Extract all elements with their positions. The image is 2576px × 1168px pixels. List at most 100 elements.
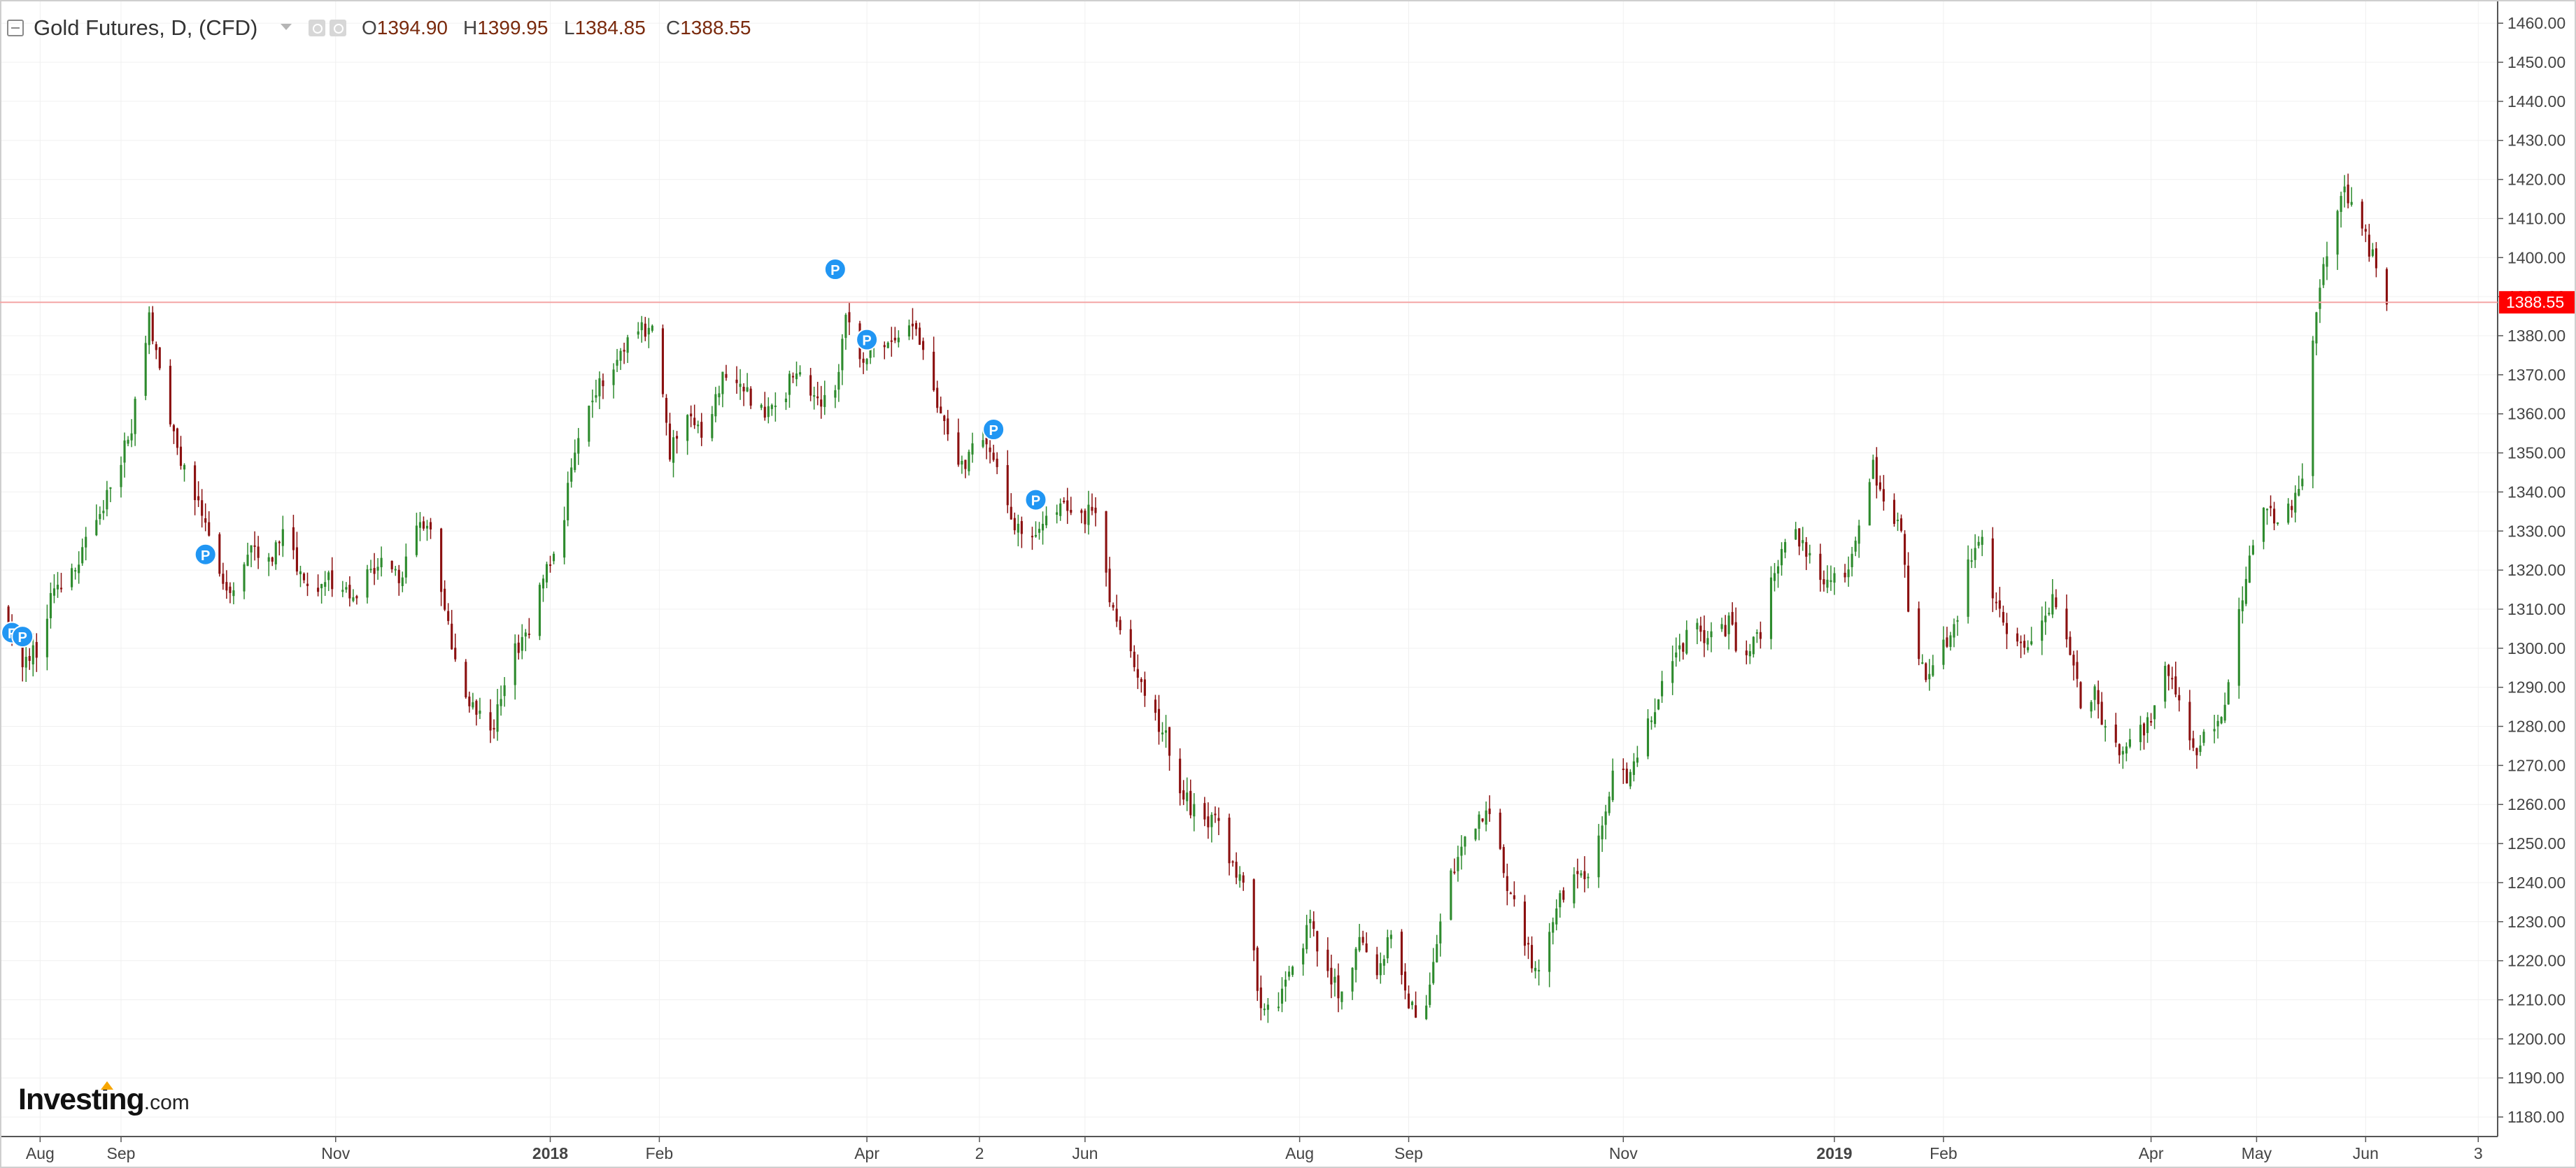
candle-up — [1017, 523, 1019, 533]
candle-up — [2044, 615, 2047, 622]
y-tick-label: 1420.00 — [2507, 171, 2566, 189]
y-tick-label: 1310.00 — [2507, 600, 2566, 618]
event-marker-icon[interactable] — [823, 258, 847, 281]
candle-up — [1826, 579, 1829, 588]
candle-up — [425, 525, 429, 529]
candle-up — [823, 394, 826, 407]
candle-down — [957, 432, 960, 465]
candle-up — [246, 555, 249, 567]
candle-up — [2220, 717, 2223, 724]
candle-up — [672, 437, 675, 463]
low-value: L1384.85 — [564, 17, 646, 38]
candle-up — [834, 390, 837, 398]
candle-down — [229, 586, 232, 593]
candle-down — [1403, 971, 1407, 991]
event-marker-icon[interactable] — [982, 418, 1005, 441]
candle-down — [921, 341, 925, 350]
symbol-title[interactable]: Gold Futures, D, (CFD) — [34, 15, 258, 40]
candle-up — [123, 440, 126, 463]
candle-up — [1833, 573, 1836, 583]
candle-up — [813, 395, 816, 397]
candle-down — [675, 436, 679, 439]
candle-up — [2223, 704, 2226, 721]
y-tick-label: 1250.00 — [2507, 834, 2566, 853]
candle-down — [1217, 818, 1220, 821]
candle-down — [1878, 482, 1881, 490]
candle-down — [2150, 721, 2153, 723]
candle-down — [2273, 508, 2276, 524]
candle-up — [651, 325, 653, 331]
candle-up — [1580, 873, 1583, 876]
candle-up — [109, 487, 112, 489]
candle-down — [1140, 678, 1142, 683]
candle-up — [148, 312, 150, 346]
candle-down — [253, 545, 256, 547]
candle-up — [71, 568, 73, 587]
candle-down — [763, 406, 766, 418]
candle-down — [1703, 629, 1706, 643]
candle-up — [1953, 624, 1955, 638]
x-tick-label: 2018 — [532, 1144, 568, 1162]
candle-up — [1977, 541, 1980, 546]
candle-down — [2079, 682, 2082, 708]
event-marker-icon[interactable] — [11, 625, 34, 648]
y-tick-label: 1450.00 — [2507, 53, 2566, 71]
candle-down — [602, 380, 604, 387]
candle-down — [2361, 201, 2363, 229]
candle-down — [454, 648, 457, 660]
candle-up — [232, 590, 235, 597]
collapse-icon[interactable] — [7, 20, 24, 36]
candle-down — [809, 375, 812, 396]
candle-up — [415, 525, 418, 555]
candle-up — [1450, 870, 1452, 920]
candle-down — [465, 662, 467, 697]
candle-down — [2114, 725, 2117, 743]
candle-up — [1193, 804, 1196, 817]
candle-up — [401, 577, 404, 587]
candle-down — [1119, 620, 1121, 631]
event-marker-icon[interactable] — [1024, 488, 1047, 511]
candle-down — [493, 727, 495, 729]
candle-up — [1781, 548, 1783, 566]
chevron-down-icon[interactable] — [281, 24, 292, 30]
candle-up — [267, 557, 270, 562]
candle-down — [1337, 975, 1340, 999]
candle-up — [1720, 624, 1723, 629]
candle-up — [697, 425, 700, 427]
candle-down — [1481, 818, 1484, 822]
candle-up — [2128, 739, 2131, 747]
candle-up — [1802, 540, 1804, 543]
candle-up — [2265, 508, 2269, 511]
candle-down — [1256, 947, 1259, 991]
candle-down — [2195, 748, 2198, 755]
candle-down — [1143, 679, 1146, 696]
candle-up — [837, 371, 840, 390]
candle-down — [890, 340, 893, 342]
candle-up — [545, 564, 549, 583]
candle-up — [2315, 312, 2318, 344]
candle-down — [1843, 572, 1846, 578]
event-marker-icon[interactable] — [856, 328, 879, 351]
candle-down — [2192, 738, 2195, 748]
candle-down — [1509, 892, 1512, 895]
settings-icon[interactable] — [330, 20, 346, 36]
candle-up — [2248, 555, 2251, 583]
y-tick-label: 1360.00 — [2507, 405, 2566, 423]
visibility-icon[interactable] — [309, 20, 325, 36]
candle-up — [2326, 256, 2328, 267]
candle-down — [661, 328, 664, 394]
candle-up — [2319, 287, 2321, 309]
candle-down — [2023, 641, 2026, 648]
event-marker-icon[interactable] — [194, 543, 217, 566]
candle-up — [595, 395, 597, 398]
candle-down — [2188, 701, 2191, 741]
candle-up — [2199, 745, 2202, 753]
candle-up — [85, 536, 87, 548]
candle-up — [760, 404, 763, 408]
candle-down — [1798, 528, 1801, 547]
candle-down — [222, 574, 225, 584]
candle-up — [1632, 761, 1635, 776]
candle-down — [1400, 932, 1403, 976]
candle-up — [320, 583, 323, 589]
